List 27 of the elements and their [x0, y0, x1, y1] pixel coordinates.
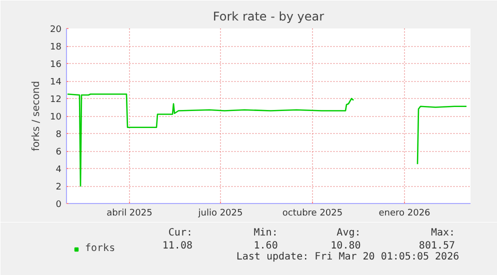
y-tick-label: 2 [56, 182, 62, 192]
y-tick-label: 20 [50, 25, 62, 35]
x-tick-label: octubre 2025 [282, 208, 343, 218]
y-tick-label: 16 [50, 60, 62, 70]
y-tick-label: 4 [56, 165, 62, 175]
y-tick-label: 14 [50, 78, 62, 88]
y-tick-label: 18 [50, 42, 62, 52]
x-tick-label: abril 2025 [106, 208, 152, 218]
legend-label: forks [85, 243, 116, 254]
text: Avg: [336, 228, 361, 238]
x-tick-label: julio 2025 [197, 208, 243, 218]
text: 11.08 [162, 240, 193, 252]
y-tick-label: 6 [56, 148, 62, 158]
text: Max: [430, 228, 456, 238]
text: Last update: Fri Mar 20 01:05:05 2026 [236, 252, 460, 262]
y-axis-title: forks / second [31, 80, 42, 152]
y-tick-label: 12 [50, 95, 62, 105]
text: 1.60 [254, 240, 278, 252]
text: 801.57 [418, 240, 456, 252]
y-tick-label: 8 [56, 130, 62, 140]
y-tick-label: 0 [56, 200, 62, 210]
text: Min: [254, 228, 278, 238]
text: 10.80 [330, 240, 361, 252]
x-tick-label: enero 2026 [378, 208, 431, 218]
y-tick-label: 10 [50, 112, 62, 122]
chart-title: Fork rate - by year [212, 10, 324, 24]
text: Cur: [168, 228, 193, 238]
